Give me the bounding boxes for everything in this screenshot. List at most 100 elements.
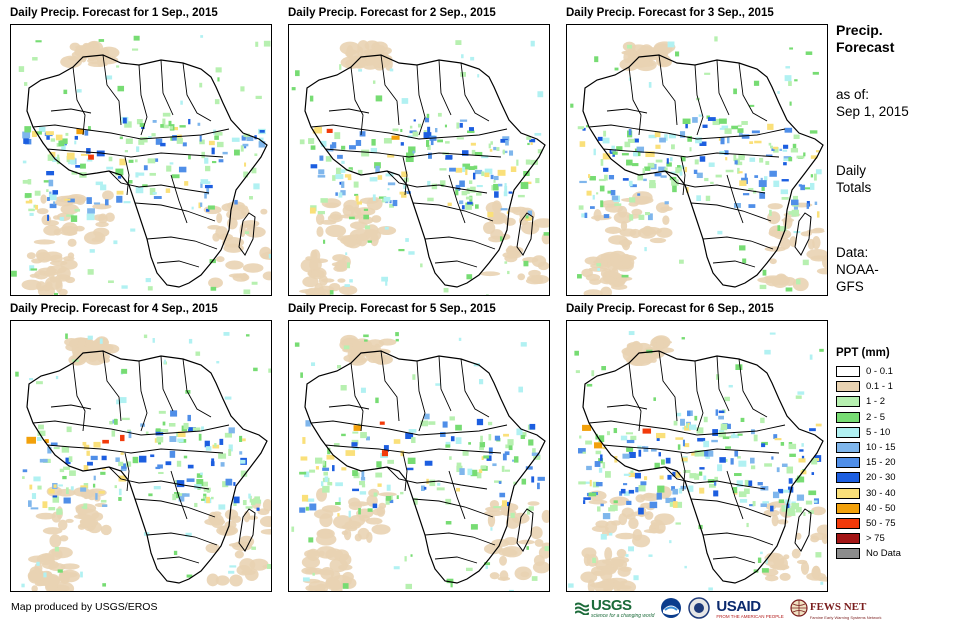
precip-cell xyxy=(341,160,345,164)
precip-cell xyxy=(361,483,366,488)
precip-cell xyxy=(11,270,17,277)
precip-cell xyxy=(320,481,324,487)
precip-cell xyxy=(207,205,215,210)
precip-cell xyxy=(752,501,756,507)
precip-cell xyxy=(357,169,363,175)
precip-cell xyxy=(805,500,813,505)
precip-cell xyxy=(188,427,196,432)
madagascar-outline xyxy=(516,508,534,552)
precip-cell xyxy=(200,182,203,188)
precip-cell xyxy=(725,156,728,161)
precip-cell xyxy=(598,178,606,182)
precip-cell xyxy=(592,481,599,488)
precip-cell xyxy=(602,447,606,450)
precip-cell xyxy=(588,174,591,178)
dry-area xyxy=(484,510,505,517)
precip-cell xyxy=(52,496,60,503)
sidebar-heading: Precip. Forecast xyxy=(836,22,961,56)
precip-cell xyxy=(197,122,201,126)
precip-cell xyxy=(320,198,328,203)
precip-cell xyxy=(602,462,606,469)
heading-line: Forecast xyxy=(836,39,895,55)
legend-swatch xyxy=(836,411,860,423)
precip-cell xyxy=(248,493,251,499)
dry-area xyxy=(75,45,87,50)
precip-cell xyxy=(42,501,48,509)
precip-cell xyxy=(461,190,468,196)
precip-cell xyxy=(528,439,534,446)
precip-cell xyxy=(782,149,788,152)
precip-cell xyxy=(201,151,205,159)
country-border xyxy=(170,174,188,224)
map-panel: Daily Precip. Forecast for 3 Sep., 2015 xyxy=(566,6,828,296)
dry-area xyxy=(215,256,225,263)
country-border xyxy=(72,362,86,432)
precip-cell xyxy=(771,148,775,152)
precip-cell xyxy=(816,150,820,153)
precip-cell xyxy=(251,167,257,174)
precip-cell xyxy=(744,479,749,487)
map-frame xyxy=(10,24,272,296)
country-border xyxy=(664,466,766,490)
precip-cell xyxy=(435,383,441,386)
precip-cell xyxy=(385,498,390,505)
precip-cell xyxy=(59,468,65,473)
precip-cell xyxy=(705,195,711,202)
precip-cell xyxy=(499,492,506,498)
legend-label: 20 - 30 xyxy=(866,472,896,484)
precip-cell xyxy=(719,457,726,463)
precip-cell xyxy=(680,418,685,426)
dry-area xyxy=(64,337,79,347)
map-frame xyxy=(566,24,828,296)
as-of-date: as of: Sep 1, 2015 xyxy=(836,86,961,120)
precip-cell xyxy=(249,495,252,503)
precip-cell xyxy=(33,204,37,208)
dry-area xyxy=(527,501,540,506)
precip-cell xyxy=(352,447,360,450)
precip-cell xyxy=(497,169,506,176)
precip-cell xyxy=(387,188,390,191)
precip-cell xyxy=(649,182,656,189)
precip-cell xyxy=(742,193,750,196)
precip-cell xyxy=(762,269,767,276)
panel-title: Daily Precip. Forecast for 4 Sep., 2015 xyxy=(10,303,218,315)
precip-cell xyxy=(809,428,816,432)
precip-cell xyxy=(408,146,416,153)
precip-cell xyxy=(198,433,202,441)
country-border xyxy=(680,452,686,492)
precip-cell xyxy=(130,228,136,232)
precip-cell xyxy=(210,286,217,291)
country-border xyxy=(738,358,768,418)
precip-cell xyxy=(494,435,501,441)
precip-cell xyxy=(762,486,766,490)
precip-cell xyxy=(22,476,25,479)
precip-cell xyxy=(613,427,618,434)
country-border xyxy=(402,452,408,492)
dry-area xyxy=(372,354,393,365)
legend-label: 0 - 0.1 xyxy=(866,366,893,378)
precip-cell xyxy=(186,478,195,482)
precip-cell xyxy=(595,433,598,440)
country-border xyxy=(50,108,92,114)
precip-cell xyxy=(671,144,675,150)
precip-cell xyxy=(712,118,720,126)
precip-cell xyxy=(594,56,599,63)
dry-area xyxy=(500,504,508,516)
precip-cell xyxy=(231,137,240,142)
precip-cell xyxy=(487,421,493,426)
precip-cell xyxy=(570,103,574,108)
country-border xyxy=(416,64,426,136)
precip-cell xyxy=(796,494,805,501)
precip-cell xyxy=(375,165,380,173)
precip-cell xyxy=(268,368,271,373)
precip-cell xyxy=(299,139,305,145)
precip-cell xyxy=(525,215,529,219)
dry-area xyxy=(812,565,821,577)
precip-cell xyxy=(768,142,772,146)
precip-cell xyxy=(413,119,416,122)
precip-cell xyxy=(583,497,591,500)
precip-cell xyxy=(583,500,586,504)
precip-cell xyxy=(70,486,74,491)
precip-cell xyxy=(470,56,475,61)
usaid-tagline: FROM THE AMERICAN PEOPLE xyxy=(716,613,784,619)
